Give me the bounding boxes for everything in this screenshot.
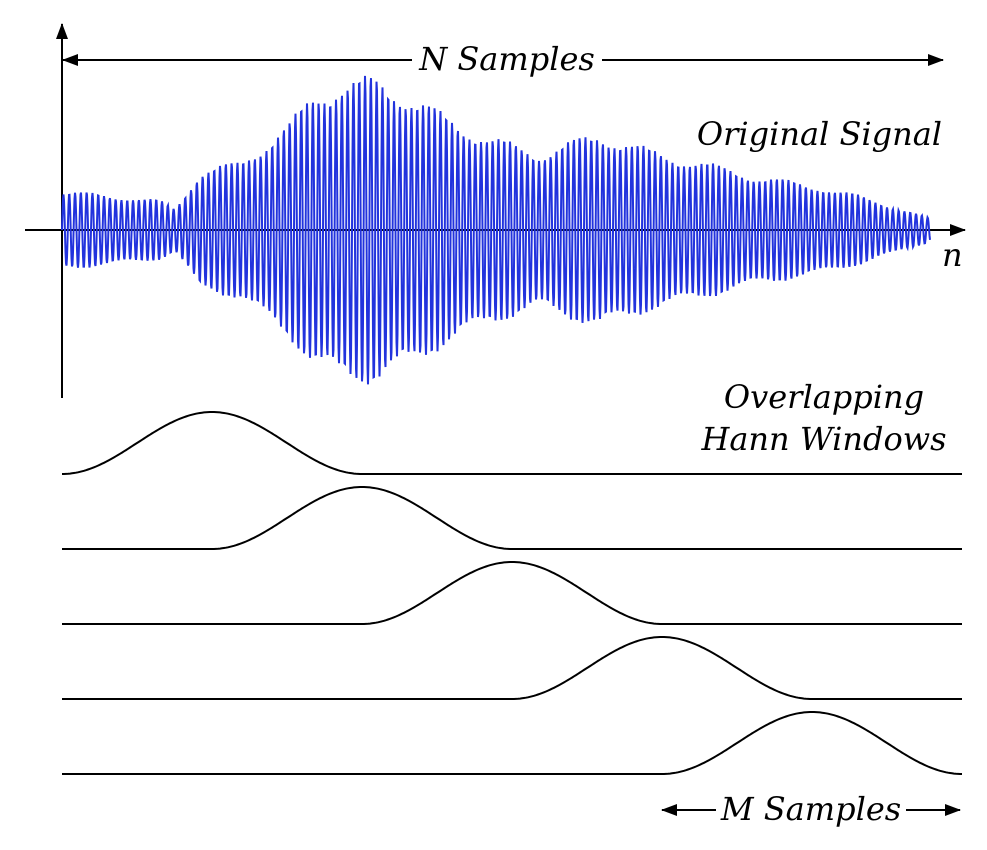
- windows-label-line2: Hann Windows: [700, 420, 946, 458]
- hann-window-4: [62, 636, 962, 700]
- axis-n-label: n: [942, 236, 963, 274]
- hann-window-2: [62, 486, 962, 550]
- hann-window-5: [62, 711, 962, 775]
- m-samples-label: M Samples: [720, 790, 901, 828]
- hann-window-1: [62, 411, 962, 475]
- n-samples-label: N Samples: [418, 40, 595, 78]
- windows-label-line1: Overlapping: [724, 378, 924, 416]
- original-signal-label: Original Signal: [697, 115, 942, 153]
- hann-window-3: [62, 561, 962, 625]
- original-signal-waveform: [61, 75, 931, 385]
